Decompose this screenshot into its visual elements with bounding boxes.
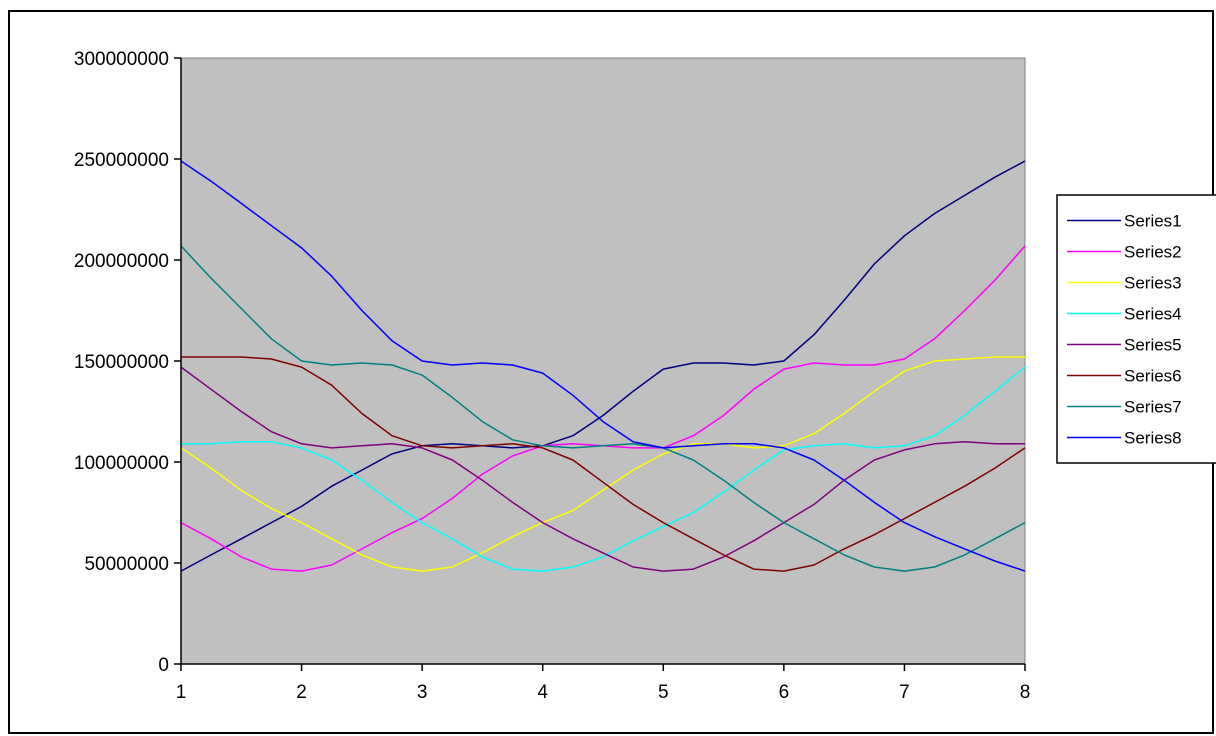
legend-box [1056,194,1216,464]
x-tick-label: 6 [779,682,790,703]
legend-label-3: Series3 [1124,274,1182,293]
x-tick-label: 2 [296,682,307,703]
y-tick-label: 200000000 [74,251,169,272]
axes: 0 50000000 100000000 150000000 200000000 2500… [74,49,1030,703]
x-tick-label: 3 [417,682,428,703]
legend: Series1 Series2 Series3 Series4 Series5 Serie… [1056,194,1216,464]
legend-label-1: Series1 [1124,212,1182,231]
x-tick-label: 7 [899,682,910,703]
x-tick-label: 4 [537,682,548,703]
series-line-5 [180,366,1025,572]
y-tick-label: 250000000 [74,150,169,171]
series-line-1 [180,160,1026,572]
plot-area [180,57,1026,665]
series-lines [180,160,1026,572]
x-tick-label: 5 [658,682,669,703]
legend-label-8: Series8 [1124,429,1182,448]
y-tick-label: 0 [158,655,169,676]
legend-label-5: Series5 [1124,336,1182,355]
legend-label-2: Series2 [1124,243,1182,262]
series-line-6 [181,356,1026,572]
legend-label-6: Series6 [1124,367,1182,386]
legend-label-7: Series7 [1124,398,1182,417]
y-tick-label: 300000000 [74,49,169,70]
x-tick-label: 8 [1020,682,1031,703]
series-line-8 [180,160,1026,572]
series-line-7 [180,245,1026,572]
y-tick-label: 100000000 [74,453,169,474]
series-line-4 [181,366,1026,572]
series-line-3 [180,356,1025,572]
y-tick-label: 150000000 [74,352,169,373]
legend-label-4: Series4 [1124,305,1182,324]
y-tick-label: 50000000 [84,554,169,575]
x-tick-label: 1 [176,682,187,703]
